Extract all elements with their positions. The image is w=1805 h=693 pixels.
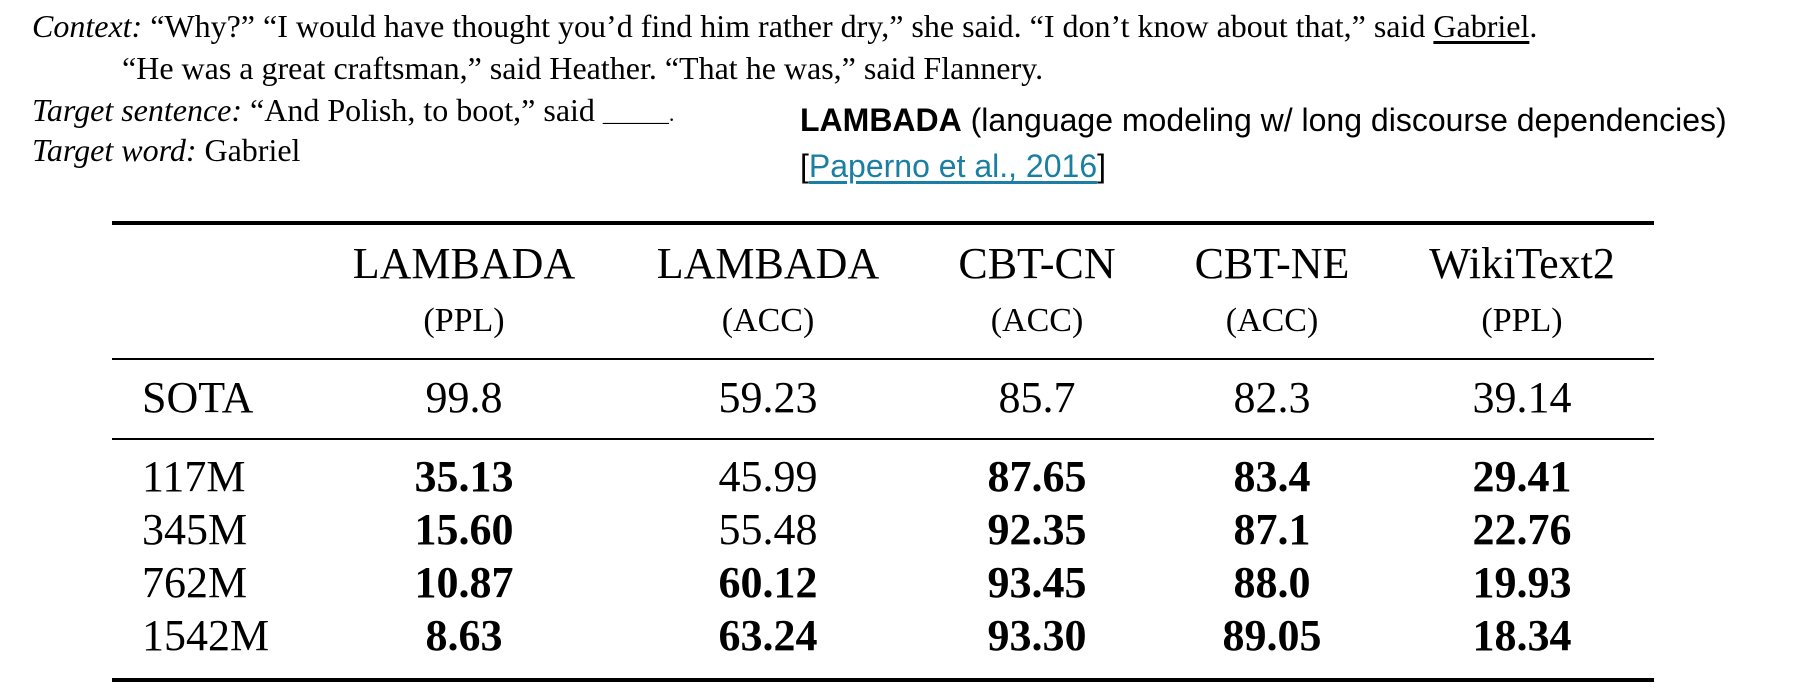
row-label: 345M — [142, 505, 248, 554]
table-cell: 19.93 — [1472, 558, 1572, 607]
table-cell: 63.24 — [718, 611, 818, 660]
target-word: Target word: Gabriel — [32, 130, 300, 170]
lambada-title-bold: LAMBADA — [800, 102, 962, 138]
table-cell: 93.45 — [987, 558, 1087, 607]
target-word-label: Target word: — [32, 132, 197, 168]
context-period: . — [1529, 8, 1538, 44]
row-label: 117M — [142, 452, 246, 501]
table-cell: 35.13 — [414, 452, 514, 501]
table-cell: 18.34 — [1472, 611, 1572, 660]
context-line-1: Context: “Why?” “I would have thought yo… — [32, 6, 1537, 46]
table-cell: 92.35 — [987, 505, 1087, 554]
table-cell: 60.12 — [718, 558, 818, 607]
table-cell: 88.0 — [1233, 558, 1311, 607]
column-header-metric: (ACC) — [721, 302, 815, 339]
table-cell: 39.14 — [1472, 373, 1572, 422]
target-sentence-blank: ______. — [602, 101, 675, 126]
table-cell: 93.30 — [987, 611, 1087, 660]
citation-link[interactable]: Paperno et al., 2016 — [808, 148, 1098, 184]
column-header-name: CBT-NE — [1194, 239, 1350, 288]
table-cell: 55.48 — [718, 505, 818, 554]
row-label: 762M — [142, 558, 248, 607]
row-label: SOTA — [142, 373, 254, 422]
context-underlined-word: Gabriel — [1433, 8, 1530, 44]
context-label: Context: — [32, 8, 143, 44]
table-cell: 85.7 — [998, 373, 1076, 422]
column-header-metric: (ACC) — [1225, 302, 1319, 339]
lambada-title-rest: (language modeling w/ long discourse dep… — [961, 102, 1727, 138]
table-cell: 83.4 — [1233, 452, 1311, 501]
table-cell: 22.76 — [1472, 505, 1572, 554]
column-header-metric: (PPL) — [1481, 302, 1563, 339]
table-bottom-rule — [112, 678, 1654, 682]
column-header-name: LAMBADA — [656, 239, 880, 288]
column-header-metric: (PPL) — [423, 302, 505, 339]
table-top-rule — [112, 221, 1654, 225]
table-header-rule — [112, 358, 1654, 360]
target-sentence-text: “And Polish, to boot,” said — [242, 92, 603, 128]
table-cell: 89.05 — [1222, 611, 1322, 660]
table-cell: 45.99 — [718, 452, 818, 501]
target-word-text: Gabriel — [196, 132, 301, 168]
lambada-title: LAMBADA (language modeling w/ long disco… — [800, 100, 1727, 140]
context-line-2: “He was a great craftsman,” said Heather… — [122, 50, 1044, 86]
row-label: 1542M — [142, 611, 270, 660]
table-cell: 99.8 — [425, 373, 503, 422]
table-cell: 87.65 — [987, 452, 1087, 501]
citation-open-bracket: [ — [800, 148, 809, 184]
citation-close-bracket: ] — [1097, 148, 1106, 184]
context-text: “Why?” “I would have thought you’d find … — [142, 8, 1434, 44]
table-cell: 59.23 — [718, 373, 818, 422]
target-sentence-label: Target sentence: — [32, 92, 243, 128]
table-cell: 82.3 — [1233, 373, 1311, 422]
column-header-name: CBT-CN — [958, 239, 1116, 288]
column-header-name: WikiText2 — [1429, 239, 1615, 288]
table-cell: 87.1 — [1233, 505, 1311, 554]
table-cell: 10.87 — [414, 558, 514, 607]
column-header-metric: (ACC) — [990, 302, 1084, 339]
table-cell: 15.60 — [414, 505, 514, 554]
table-sota-rule — [112, 438, 1654, 440]
table-cell: 8.63 — [425, 611, 503, 660]
table-cell: 29.41 — [1472, 452, 1572, 501]
target-sentence: Target sentence: “And Polish, to boot,” … — [32, 90, 674, 134]
lambada-citation: [Paperno et al., 2016] — [800, 146, 1106, 186]
column-header-name: LAMBADA — [352, 239, 576, 288]
